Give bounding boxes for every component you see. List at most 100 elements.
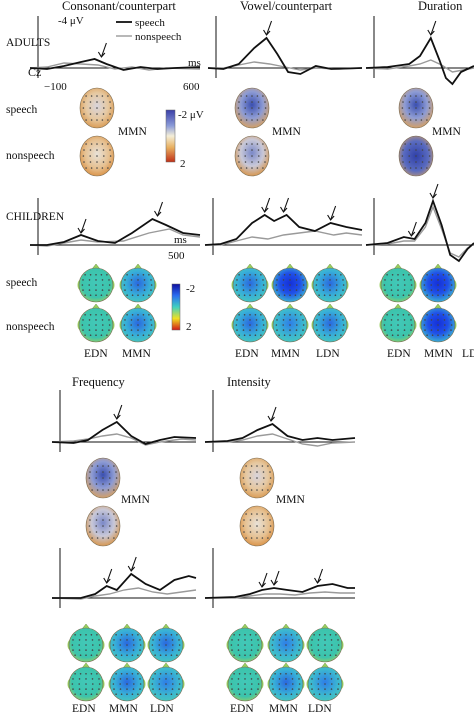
topomap-frequency-child-speech-2 xyxy=(108,623,146,663)
mmn-label-duration-children: MMN xyxy=(424,348,453,360)
time-unit-label-adults: ms xyxy=(188,57,201,69)
topomap-child-consonant-speech-1 xyxy=(77,263,115,303)
erp-frequency-children-nonspeech-trace xyxy=(51,587,197,600)
erp-adult-vowel xyxy=(207,16,363,78)
topomap-intensity-speech xyxy=(239,457,275,499)
topomap-child-vowel-nonspeech-2 xyxy=(271,303,309,343)
topomap-adult-vowel-speech xyxy=(234,87,270,129)
legend-nonspeech-label: nonspeech xyxy=(135,31,182,43)
edn-label-intensity: EDN xyxy=(230,703,254,714)
ldn-label-intensity: LDN xyxy=(308,703,332,714)
erp-frequency-speech-trace xyxy=(51,420,197,445)
mmn-label-consonant-children: MMN xyxy=(122,348,151,360)
topomap-child-consonant-nonspeech-2 xyxy=(119,303,157,343)
ldn-label-frequency: LDN xyxy=(150,703,174,714)
erp-adult-vowel-speech-trace xyxy=(207,36,363,75)
topomap-intensity-child-speech-2 xyxy=(267,623,305,663)
erp-intensity-children-speech-trace xyxy=(204,583,355,599)
erp-intensity-children-nonspeech-trace xyxy=(205,591,355,599)
erp-frequency-nonspeech-trace xyxy=(51,433,197,446)
panel-title-intensity: Intensity xyxy=(227,375,271,389)
group-label-adults: ADULTS xyxy=(6,37,50,49)
topomap-child-duration-speech-2 xyxy=(419,263,457,303)
topomap-intensity-nonspeech xyxy=(239,505,275,547)
topomap-frequency-child-nonspeech-2 xyxy=(108,662,146,702)
colorbar-children-top: -2 xyxy=(186,283,195,295)
edn-label-frequency: EDN xyxy=(72,703,96,714)
topomap-child-vowel-nonspeech-1 xyxy=(231,303,269,343)
erp-frequency-children-speech-trace xyxy=(52,572,197,599)
topomap-frequency-child-speech-3 xyxy=(147,623,185,663)
erp-child-consonant-speech-trace xyxy=(30,217,201,246)
mmn-label-frequency-children: MMN xyxy=(109,703,138,714)
topomap-intensity-child-nonspeech-3 xyxy=(306,662,344,702)
row-label-speech-adults: speech xyxy=(6,104,38,116)
mmn-label-vowel: MMN xyxy=(272,126,301,138)
electrode-label: Cz xyxy=(28,65,41,79)
topomap-child-duration-speech-1 xyxy=(379,263,417,303)
erp-child-consonant-nonspeech-trace xyxy=(29,228,201,247)
erp-child-vowel-speech-trace xyxy=(204,213,363,246)
colorbar-adults xyxy=(165,109,176,163)
erp-frequency xyxy=(51,390,197,452)
topomap-adult-duration-speech xyxy=(398,87,434,129)
colorbar-adults-top: -2 μV xyxy=(178,109,204,121)
erp-child-duration-speech-trace xyxy=(365,198,474,263)
ldn-label-vowel: LDN xyxy=(316,348,340,360)
colorbar-children xyxy=(171,283,181,331)
ldn-label-duration: LDN xyxy=(462,348,474,360)
erp-child-duration xyxy=(365,183,474,263)
topomap-adult-duration-nonspeech xyxy=(398,135,434,177)
edn-label-consonant: EDN xyxy=(84,348,108,360)
panel-title-consonant: Consonant/counterpart xyxy=(62,0,176,13)
time-end-label-adults: 600 xyxy=(183,81,200,93)
erp-adult-duration-speech-trace xyxy=(365,35,474,86)
erp-child-consonant xyxy=(29,198,201,255)
group-label-children: CHILDREN xyxy=(6,211,65,223)
topomap-frequency-nonspeech xyxy=(85,505,121,547)
topomap-frequency-child-nonspeech-3 xyxy=(147,662,185,702)
legend-speech-label: speech xyxy=(135,17,165,29)
topomap-adult-consonant-nonspeech xyxy=(79,135,115,177)
topomap-intensity-child-nonspeech-2 xyxy=(267,662,305,702)
mmn-label-vowel-children: MMN xyxy=(271,348,300,360)
colorbar-children-bottom: 2 xyxy=(186,321,192,333)
topomap-child-vowel-speech-2 xyxy=(271,263,309,303)
erp-frequency-children xyxy=(51,548,197,608)
erp-intensity xyxy=(204,390,356,452)
erp-intensity-nonspeech-trace xyxy=(205,433,356,447)
time-start-label: −100 xyxy=(44,81,67,93)
topomap-child-duration-nonspeech-1 xyxy=(379,303,417,343)
topomap-frequency-child-nonspeech-1 xyxy=(67,662,105,702)
topomap-frequency-speech xyxy=(85,457,121,499)
erp-adult-duration-nonspeech-trace xyxy=(365,59,474,73)
topomap-adult-vowel-nonspeech xyxy=(234,135,270,177)
time-end-label-children: 500 xyxy=(168,250,185,262)
topomap-intensity-child-speech-1 xyxy=(226,623,264,663)
topomap-child-duration-nonspeech-2 xyxy=(419,303,457,343)
row-label-nonspeech-adults: nonspeech xyxy=(6,150,55,162)
topomap-child-consonant-nonspeech-1 xyxy=(77,303,115,343)
erp-adult-consonant-speech-trace xyxy=(29,58,201,71)
mmn-label-frequency: MMN xyxy=(121,494,150,506)
erp-adult-duration xyxy=(365,16,474,86)
mmn-label-intensity: MMN xyxy=(276,494,305,506)
topomap-intensity-child-speech-3 xyxy=(306,623,344,663)
mmn-label-duration: MMN xyxy=(432,126,461,138)
topomap-child-vowel-speech-1 xyxy=(231,263,269,303)
topomap-child-vowel-speech-3 xyxy=(311,263,349,303)
mmn-label-consonant: MMN xyxy=(118,126,147,138)
topomap-adult-consonant-speech xyxy=(79,87,115,129)
topomap-child-consonant-speech-2 xyxy=(119,263,157,303)
colorbar-adults-bottom: 2 xyxy=(180,158,186,170)
topomap-child-vowel-nonspeech-3 xyxy=(311,303,349,343)
amp-scale-label: -4 μV xyxy=(58,15,84,27)
panel-title-duration: Duration xyxy=(418,0,463,13)
edn-label-duration: EDN xyxy=(387,348,411,360)
mmn-label-intensity-children: MMN xyxy=(269,703,298,714)
panel-title-vowel: Vowel/counterpart xyxy=(240,0,333,13)
erp-child-duration-nonspeech-trace xyxy=(365,205,474,258)
topomap-frequency-child-speech-1 xyxy=(67,623,105,663)
edn-label-vowel: EDN xyxy=(235,348,259,360)
row-label-speech-children: speech xyxy=(6,277,38,289)
